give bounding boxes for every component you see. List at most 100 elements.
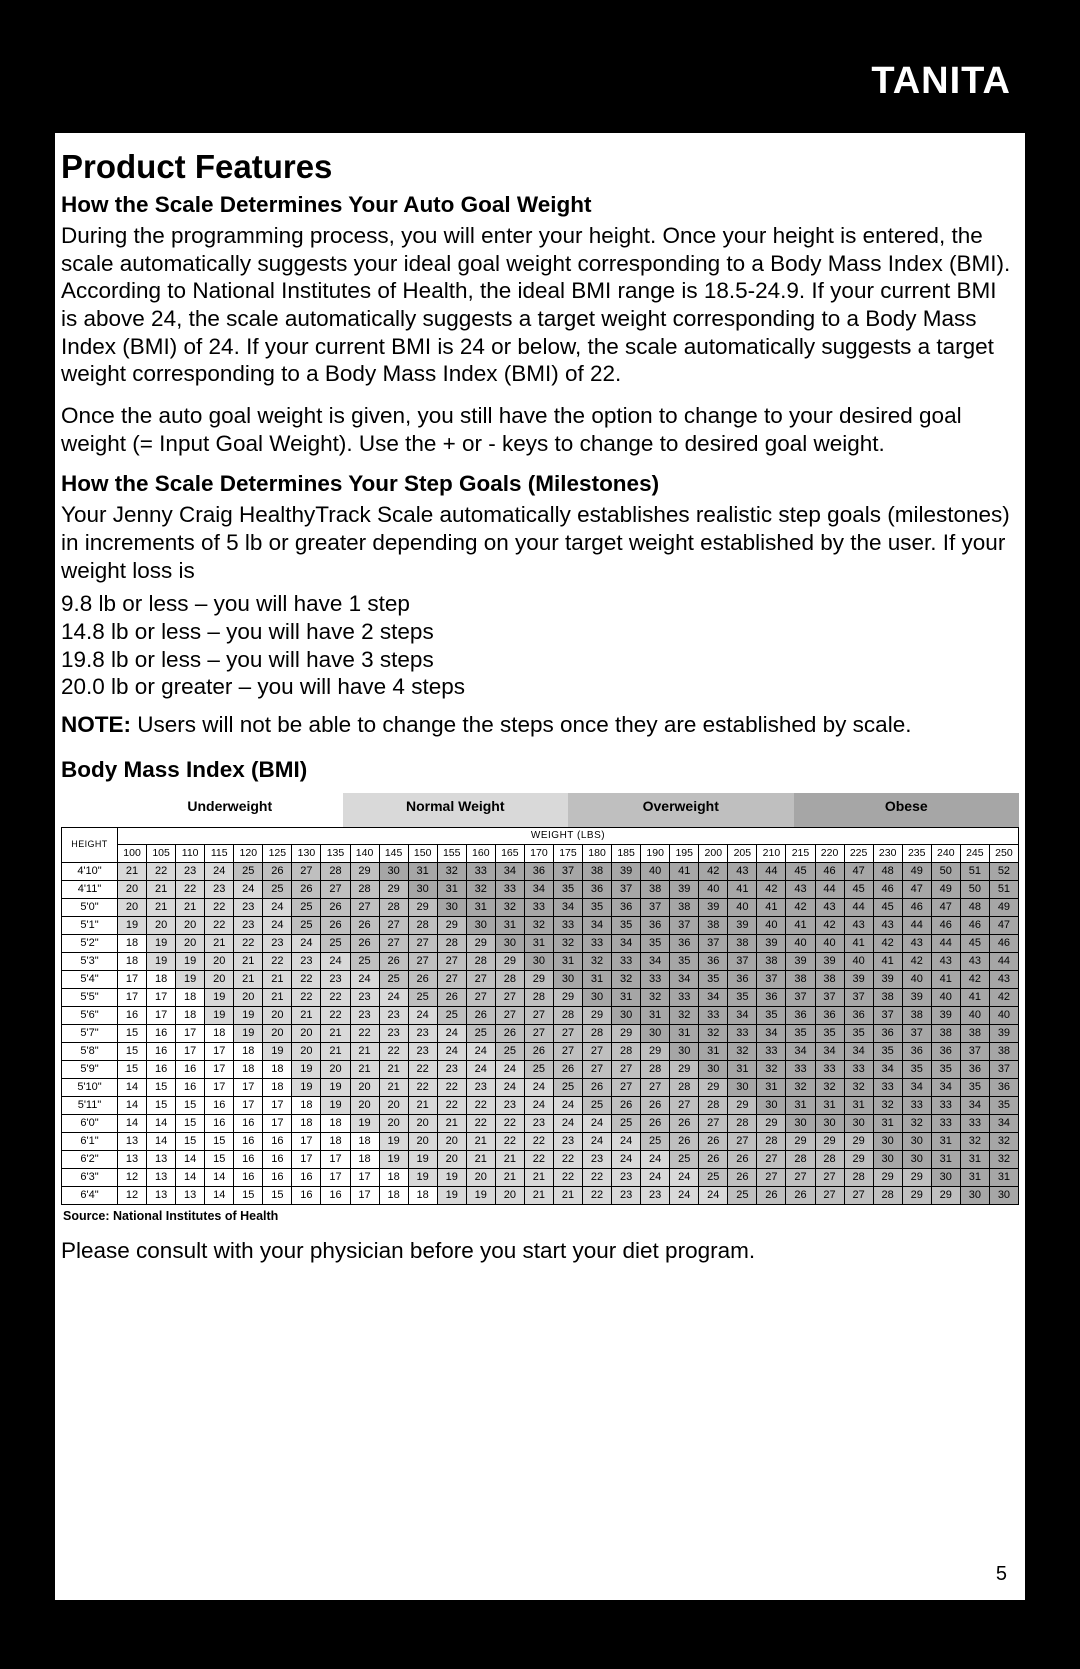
bmi-cell: 43 (873, 916, 902, 934)
bmi-cell: 35 (931, 1060, 960, 1078)
bmi-cell: 31 (524, 934, 553, 952)
bmi-cell: 32 (989, 1150, 1018, 1168)
bmi-cell: 49 (931, 880, 960, 898)
bmi-cell: 34 (495, 862, 524, 880)
bmi-cell: 30 (873, 1150, 902, 1168)
bmi-cell: 33 (960, 1114, 989, 1132)
bmi-cell: 51 (960, 862, 989, 880)
bmi-cell: 29 (844, 1150, 873, 1168)
bmi-cell: 38 (873, 988, 902, 1006)
bmi-cell: 27 (524, 1024, 553, 1042)
bmi-cell: 40 (728, 898, 757, 916)
section-title: Product Features (61, 148, 1015, 186)
steps-list: 9.8 lb or less – you will have 1 step 14… (61, 590, 1015, 701)
bmi-cell: 31 (612, 988, 641, 1006)
bmi-cell: 27 (728, 1132, 757, 1150)
bmi-cell: 32 (757, 1060, 786, 1078)
bmi-cell: 20 (408, 1114, 437, 1132)
bmi-cell: 19 (176, 952, 205, 970)
bmi-cell: 35 (612, 916, 641, 934)
bmi-cell: 27 (321, 880, 350, 898)
bmi-cell: 20 (466, 1168, 495, 1186)
bmi-cell: 20 (263, 1006, 292, 1024)
bmi-cell: 17 (350, 1186, 379, 1204)
bmi-cell: 17 (205, 1060, 234, 1078)
weight-col: 110 (176, 844, 205, 862)
bmi-cell: 21 (466, 1150, 495, 1168)
bmi-cell: 36 (902, 1042, 931, 1060)
bmi-cell: 19 (350, 1114, 379, 1132)
bmi-cell: 15 (176, 1096, 205, 1114)
table-row: 5'1"192020222324252626272829303132333435… (62, 916, 1019, 934)
weight-col: 175 (553, 844, 582, 862)
height-cell: 5'6" (62, 1006, 118, 1024)
weight-col: 120 (234, 844, 263, 862)
bmi-cell: 21 (234, 970, 263, 988)
bmi-source: Source: National Institutes of Health (63, 1209, 1019, 1223)
bmi-cell: 31 (931, 1150, 960, 1168)
bmi-cell: 38 (931, 1024, 960, 1042)
weight-header: WEIGHT (LBS) (118, 827, 1019, 844)
bmi-cell: 24 (524, 1096, 553, 1114)
bmi-cell: 30 (408, 880, 437, 898)
bmi-cell: 18 (292, 1096, 321, 1114)
bmi-cell: 36 (931, 1042, 960, 1060)
bmi-cell: 25 (292, 916, 321, 934)
bmi-cell: 38 (728, 934, 757, 952)
bmi-cell: 35 (583, 898, 612, 916)
bmi-cell: 35 (728, 988, 757, 1006)
note-text: Users will not be able to change the ste… (131, 712, 911, 737)
bmi-cell: 27 (612, 1060, 641, 1078)
bmi-cell: 49 (902, 862, 931, 880)
bmi-cell: 31 (408, 862, 437, 880)
bmi-cell: 33 (728, 1024, 757, 1042)
bmi-cell: 37 (786, 988, 815, 1006)
bmi-cell: 15 (147, 1078, 176, 1096)
note-label: NOTE: (61, 712, 131, 737)
bmi-cell: 26 (524, 1042, 553, 1060)
bmi-cell: 29 (844, 1132, 873, 1150)
bmi-cell: 32 (612, 970, 641, 988)
bmi-cell: 32 (524, 916, 553, 934)
bmi-cell: 26 (321, 916, 350, 934)
bmi-cell: 29 (873, 1168, 902, 1186)
bmi-cell: 24 (553, 1096, 582, 1114)
bmi-cell: 28 (612, 1042, 641, 1060)
bmi-cell: 29 (379, 880, 408, 898)
bmi-cell: 29 (815, 1132, 844, 1150)
bmi-cell: 16 (118, 1006, 147, 1024)
height-cell: 5'4" (62, 970, 118, 988)
bmi-cell: 24 (495, 1078, 524, 1096)
bmi-cell: 19 (118, 916, 147, 934)
bmi-cell: 17 (205, 1042, 234, 1060)
bmi-cell: 16 (292, 1186, 321, 1204)
weight-col: 225 (844, 844, 873, 862)
bmi-cell: 14 (176, 1150, 205, 1168)
bmi-cell: 20 (350, 1096, 379, 1114)
bmi-category-row: Underweight Normal Weight Overweight Obe… (61, 793, 1019, 827)
bmi-cell: 20 (350, 1078, 379, 1096)
bmi-cell: 23 (437, 1060, 466, 1078)
weight-col: 185 (612, 844, 641, 862)
bmi-cell: 32 (728, 1042, 757, 1060)
bmi-cell: 29 (757, 1114, 786, 1132)
header-bar: TANITA (55, 30, 1025, 133)
bmi-cell: 30 (728, 1078, 757, 1096)
bmi-cell: 21 (321, 1024, 350, 1042)
bmi-cell: 25 (553, 1078, 582, 1096)
bmi-cell: 27 (670, 1096, 699, 1114)
bmi-cell: 17 (263, 1096, 292, 1114)
bmi-cell: 20 (437, 1132, 466, 1150)
bmi-cell: 28 (815, 1150, 844, 1168)
bmi-cell: 31 (583, 970, 612, 988)
bmi-cell: 34 (524, 880, 553, 898)
bmi-cell: 46 (989, 934, 1018, 952)
bmi-cell: 43 (931, 952, 960, 970)
bmi-cell: 30 (641, 1024, 670, 1042)
bmi-cell: 37 (902, 1024, 931, 1042)
bmi-cell: 43 (815, 898, 844, 916)
weight-col: 140 (350, 844, 379, 862)
table-row: 6'2"131314151616171718191920212122222324… (62, 1150, 1019, 1168)
bmi-cell: 32 (641, 988, 670, 1006)
bmi-cell: 25 (728, 1186, 757, 1204)
